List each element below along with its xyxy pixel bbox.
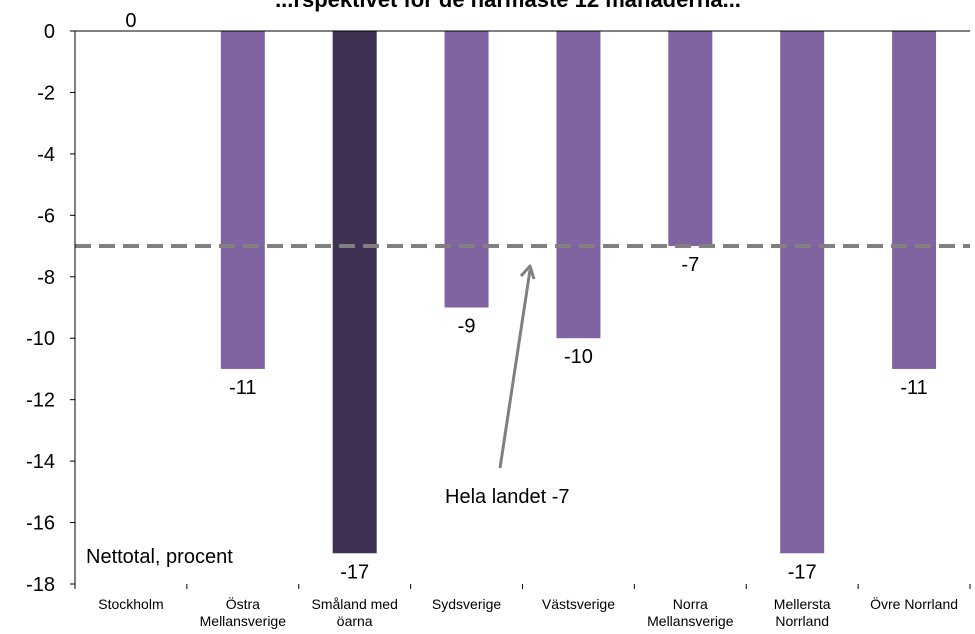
category-label-line: Norrland <box>775 613 829 629</box>
data-label: -9 <box>458 316 476 338</box>
y-tick-label: -8 <box>37 267 55 289</box>
y-tick-label: -6 <box>37 205 55 227</box>
bar <box>556 31 601 339</box>
data-label: -10 <box>564 346 593 368</box>
data-label: -17 <box>788 561 817 583</box>
data-label: -17 <box>340 561 369 583</box>
data-label: -7 <box>681 254 699 276</box>
y-tick-label: -10 <box>26 328 55 350</box>
category-label: Västsverige <box>542 596 615 612</box>
reference-line-label: Hela landet -7 <box>445 486 570 508</box>
category-label-line: Övre Norrland <box>870 595 958 612</box>
data-label: -11 <box>229 377 256 399</box>
data-label: -11 <box>900 377 927 399</box>
reference-annotation: Hela landet -7 <box>445 264 570 508</box>
y-tick-label: -2 <box>37 82 55 104</box>
y-axis: 0 -2 -4 -6 -8 -10 -12 -14 -16 -18 <box>26 21 971 596</box>
data-label: 0 <box>125 10 136 32</box>
category-label-line: Mellansverige <box>200 613 287 629</box>
annotation-arrow <box>498 269 532 469</box>
category-label-line: Sydsverige <box>432 596 501 612</box>
category-label: Norra Mellansverige <box>647 596 734 629</box>
y-tick-label: 0 <box>44 21 55 43</box>
bar <box>780 31 825 554</box>
category-label-line: öarna <box>337 613 373 629</box>
data-labels-layer: 0 -11 -17 -9 -10 -7 -17 -11 <box>125 10 927 583</box>
category-label-line: Mellersta <box>774 596 831 612</box>
arrow-head <box>519 264 536 280</box>
category-label-line: Stockholm <box>98 596 163 612</box>
bar <box>444 31 489 308</box>
category-label: Östra Mellansverige <box>200 595 287 629</box>
bars-layer <box>220 31 937 554</box>
bar <box>668 31 713 247</box>
category-label-line: Östra <box>226 595 260 612</box>
category-label: Småland med öarna <box>311 596 397 629</box>
y-tick-label: -16 <box>26 513 55 535</box>
y-tick-label: -12 <box>26 390 55 412</box>
y-tick-label: -14 <box>26 451 55 473</box>
category-label-line: Småland med <box>311 596 397 612</box>
bar <box>220 31 265 369</box>
category-label: Sydsverige <box>432 596 501 612</box>
category-label: Stockholm <box>98 596 163 612</box>
category-label: Mellersta Norrland <box>774 596 831 629</box>
category-label-line: Mellansverige <box>647 613 734 629</box>
category-label: Övre Norrland <box>870 595 958 612</box>
y-tick-label: -18 <box>26 574 55 596</box>
y-axis-unit-label: Nettotal, procent <box>86 546 233 568</box>
bar <box>332 31 377 554</box>
y-tick-label: -4 <box>37 144 55 166</box>
category-label-line: Västsverige <box>542 596 615 612</box>
category-label-line: Norra <box>673 596 708 612</box>
chart-title: ...rspektivet för de närmaste 12 månader… <box>275 0 741 12</box>
bar <box>892 31 937 369</box>
